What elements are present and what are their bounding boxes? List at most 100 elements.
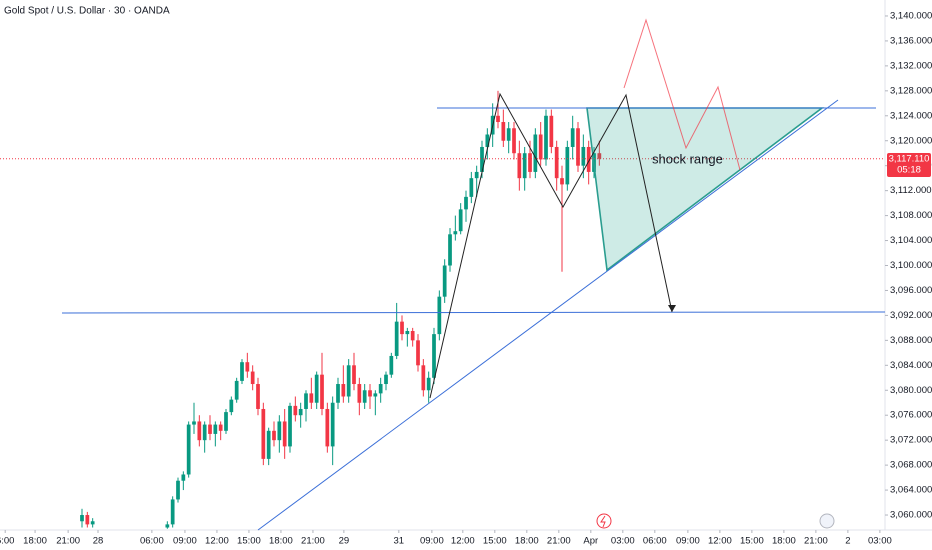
candle-body: [373, 393, 378, 397]
candle-body: [282, 421, 287, 447]
candle-body: [240, 362, 244, 381]
candle-body: [181, 474, 186, 481]
y-tick-label: 3,092.000: [890, 310, 932, 321]
candle-body: [586, 146, 591, 172]
x-tick-label: 15:00: [483, 536, 507, 547]
candle-body: [570, 128, 575, 147]
candle-body: [549, 115, 554, 147]
candle-body: [426, 377, 431, 391]
y-tick-label: 3,072.000: [890, 435, 932, 446]
red-projection: [623, 18, 741, 171]
candle-body: [245, 362, 250, 372]
candle-body: [565, 146, 570, 185]
x-tick-label: 18:00: [23, 536, 47, 547]
x-tick-label: 18:00: [772, 536, 796, 547]
candle-body: [341, 384, 346, 397]
candle-body: [581, 146, 586, 166]
x-tick-label: 06:00: [643, 536, 667, 547]
candle-body: [512, 128, 516, 154]
candle-body: [197, 421, 202, 441]
candle-body: [469, 178, 474, 197]
candle-body: [346, 365, 351, 397]
candle-body: [410, 331, 415, 341]
candle-body: [298, 408, 303, 416]
y-tick-label: 3,068.000: [890, 460, 932, 471]
x-tick-label: 6:00: [0, 536, 14, 547]
x-tick-label: Apr: [583, 536, 598, 547]
candle-body: [218, 424, 223, 431]
y-tick-label: 3,128.000: [890, 85, 932, 96]
candle-body: [480, 146, 484, 172]
candle-body: [186, 424, 191, 475]
last-price: 3,117.110: [889, 154, 930, 165]
candle-body: [432, 334, 436, 378]
candle-body: [554, 146, 559, 179]
candle-body: [309, 393, 314, 403]
y-tick-label: 3,084.000: [890, 360, 932, 371]
candle-body: [597, 153, 602, 159]
candle-body: [213, 424, 218, 434]
y-tick-label: 3,076.000: [890, 410, 932, 421]
candle-body: [170, 499, 175, 525]
candle-body: [501, 122, 506, 141]
candle-body: [362, 390, 367, 403]
candle-body: [85, 515, 90, 525]
candle-body: [80, 515, 84, 522]
candle-body: [256, 384, 260, 409]
candle-body: [528, 153, 532, 172]
x-tick-label: 09:00: [173, 536, 197, 547]
y-tick-label: 3,104.000: [890, 235, 932, 246]
candle-body: [357, 384, 362, 403]
candle-body: [330, 402, 335, 447]
candle-body: [314, 374, 319, 403]
candle-body: [325, 408, 330, 447]
y-tick-label: 3,124.000: [890, 110, 932, 121]
chart-title: Gold Spot / U.S. Dollar · 30 · OANDA: [4, 6, 170, 17]
candle-body: [405, 331, 410, 335]
candle-body: [250, 371, 255, 385]
candle-body: [352, 365, 356, 385]
candle-body: [416, 340, 420, 366]
candle-body: [208, 424, 212, 434]
y-tick-label: 3,112.000: [890, 185, 932, 196]
y-tick-label: 3,136.000: [890, 35, 932, 46]
x-tick-label: 03:00: [611, 536, 635, 547]
x-tick-label: 18:00: [515, 536, 539, 547]
x-tick-label: 12:00: [451, 536, 475, 547]
x-tick-label: 21:00: [56, 536, 80, 547]
arrow-head: [668, 305, 676, 312]
x-tick-label: 06:00: [140, 536, 164, 547]
candle-body: [378, 384, 383, 394]
y-tick-label: 3,140.000: [890, 10, 932, 21]
candle-body: [464, 196, 468, 210]
x-tick-label: 21:00: [547, 536, 571, 547]
candle-body: [538, 134, 543, 160]
countdown: 05:18: [897, 165, 921, 176]
y-tick-label: 3,080.000: [890, 385, 932, 396]
price-box: [887, 153, 931, 177]
y-tick-label: 3,120.000: [890, 135, 932, 146]
candle-body: [277, 421, 282, 441]
zigzag-projection: [429, 92, 673, 399]
candle-body: [368, 390, 372, 397]
flag-icon: [819, 513, 835, 529]
y-tick-label: 3,060.000: [890, 510, 932, 521]
x-tick-label: 2: [845, 536, 850, 547]
x-tick-label: 21:00: [804, 536, 828, 547]
axes: 3,060.000 3,064.000 3,068.000 3,072.000 3,07…: [0, 10, 932, 546]
x-tick-label: 18:00: [269, 536, 293, 547]
x-tick-label: 21:00: [301, 536, 325, 547]
x-tick-label: 15:00: [740, 536, 764, 547]
candle-body: [485, 134, 490, 147]
candle-body: [453, 231, 458, 235]
x-tick-label: 12:00: [708, 536, 732, 547]
x-tick-label: 31: [394, 536, 405, 547]
x-tick-label: 09:00: [676, 536, 700, 547]
candle-body: [272, 430, 276, 441]
candle-body: [293, 405, 298, 416]
x-tick-label: 28: [93, 536, 104, 547]
candle-body: [448, 234, 452, 266]
x-tick-label: 12:00: [205, 536, 229, 547]
